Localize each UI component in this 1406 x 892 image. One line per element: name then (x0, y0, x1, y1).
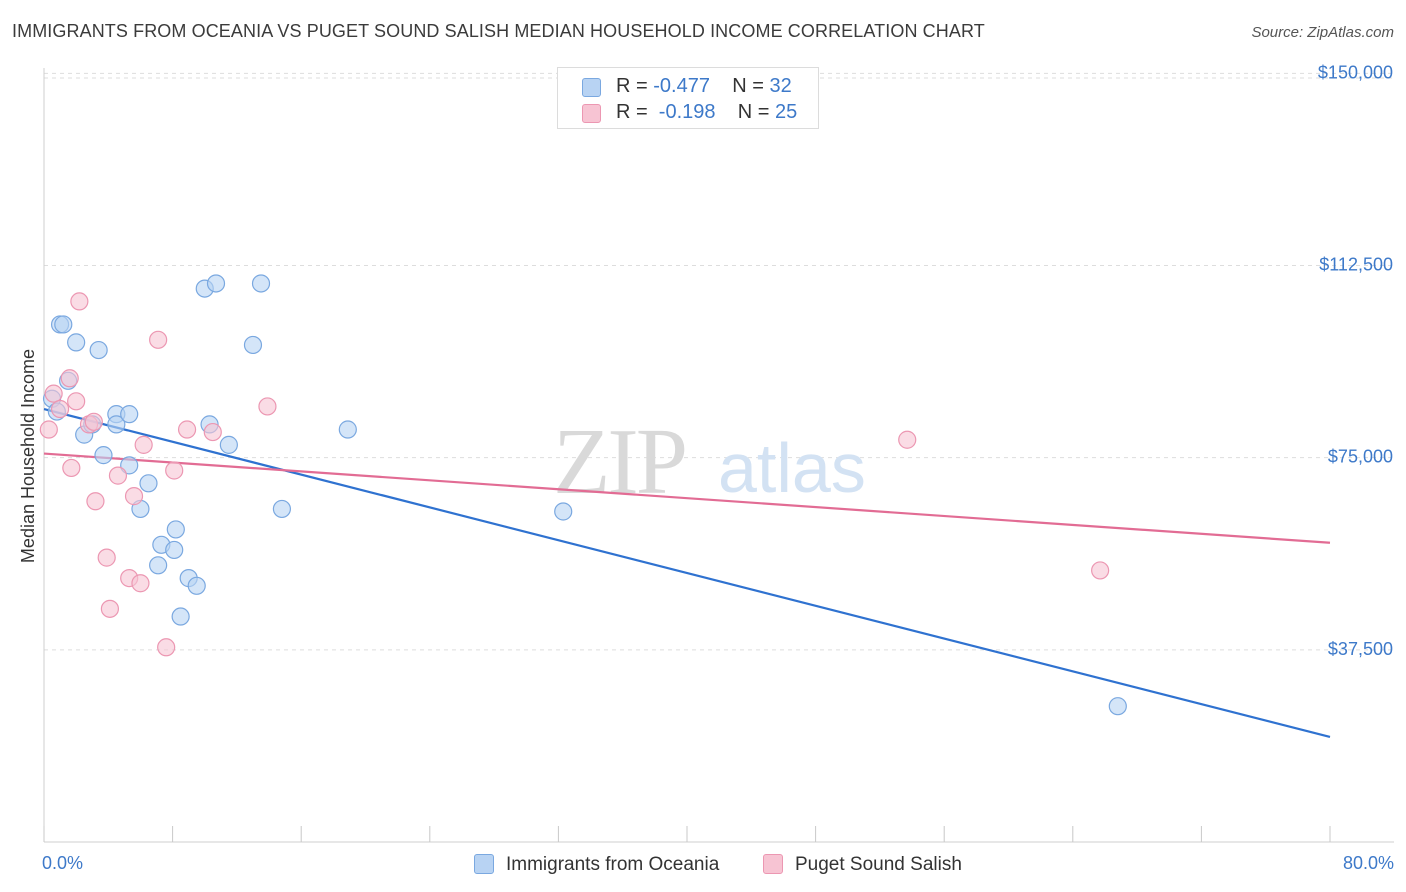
point-salish-3 (60, 369, 79, 388)
watermark-zip: ZIP (553, 410, 685, 514)
point-salish-24 (1091, 561, 1110, 580)
y-tick-label-1: $75,000 (1328, 447, 1393, 467)
point-salish-0 (39, 420, 58, 439)
legend-swatch-oceania (582, 78, 601, 97)
legend-label-oceania: Immigrants from Oceania (506, 854, 720, 875)
trend-line-salish (43, 452, 1331, 544)
r-value-salish: -0.198 (653, 101, 716, 123)
point-oceania-15 (139, 474, 158, 493)
correlation-legend: R = -0.477 N = 32 R = -0.198 N = 25 (557, 67, 819, 129)
point-oceania-29 (272, 499, 292, 519)
point-salish-2 (50, 399, 70, 419)
point-oceania-30 (338, 420, 357, 439)
point-salish-5 (67, 392, 86, 411)
point-oceania-9 (94, 446, 113, 465)
point-oceania-26 (219, 435, 238, 454)
point-salish-11 (100, 599, 120, 618)
legend-stats-oceania: R = -0.477 N = 32 (616, 75, 792, 97)
gridlines (44, 72, 1394, 651)
point-salish-17 (149, 330, 168, 349)
y-tick-labels: $37,500 $75,000 $112,500 $150,000 (1318, 62, 1393, 658)
r-value-oceania: -0.477 (653, 75, 710, 97)
point-oceania-31 (554, 502, 573, 521)
x-tick-label-0: 0.0% (42, 853, 83, 873)
point-salish-4 (62, 458, 81, 478)
data-points (39, 274, 1127, 716)
y-axis-label: Median Household Income (18, 349, 38, 563)
point-salish-21 (203, 422, 222, 442)
trend-lines (43, 407, 1331, 739)
point-salish-8 (84, 412, 103, 431)
y-tick-label-2: $112,500 (1319, 255, 1393, 275)
x-tick-labels: 0.0% 80.0% (42, 853, 1394, 873)
point-oceania-32 (1108, 697, 1127, 716)
point-oceania-12 (120, 405, 139, 424)
point-oceania-3 (54, 315, 73, 334)
point-salish-14 (124, 487, 144, 506)
legend-swatch-oceania-bottom (474, 854, 494, 874)
point-oceania-13 (120, 456, 139, 475)
legend-swatch-salish-bottom (763, 854, 783, 874)
point-oceania-8 (89, 340, 108, 360)
n-value-salish: 25 (775, 101, 798, 123)
point-salish-1 (44, 384, 63, 403)
series-legend: Immigrants from Oceania Puget Sound Sali… (0, 850, 1406, 880)
point-oceania-19 (166, 520, 185, 539)
point-oceania-28 (251, 274, 271, 293)
point-oceania-16 (149, 556, 168, 575)
trend-line-oceania (43, 407, 1331, 739)
point-salish-22 (258, 397, 277, 416)
point-salish-23 (898, 430, 917, 449)
point-salish-9 (86, 492, 105, 511)
y-tick-label-3: $150,000 (1318, 62, 1393, 82)
axes (43, 68, 1394, 843)
point-salish-15 (131, 574, 150, 593)
x-tick-label-1: 80.0% (1343, 853, 1394, 873)
n-value-oceania: 32 (769, 75, 792, 97)
legend-swatch-salish (582, 104, 601, 123)
watermark: ZIP atlas (553, 410, 866, 514)
point-salish-12 (108, 466, 128, 485)
point-salish-19 (165, 461, 184, 480)
watermark-atlas: atlas (718, 429, 866, 507)
point-salish-20 (177, 420, 197, 439)
legend-stats-salish: R = -0.198 N = 25 (616, 101, 798, 123)
point-oceania-18 (165, 540, 184, 560)
point-oceania-24 (206, 274, 226, 293)
source-label: Source: ZipAtlas.com (1251, 24, 1394, 41)
y-tick-label-0: $37,500 (1328, 639, 1393, 659)
point-oceania-5 (67, 333, 86, 352)
point-salish-6 (70, 292, 89, 311)
point-oceania-22 (187, 576, 206, 595)
point-oceania-20 (171, 607, 190, 626)
legend-label-salish: Puget Sound Salish (795, 854, 962, 875)
point-oceania-27 (243, 335, 263, 355)
point-salish-10 (97, 548, 116, 567)
point-salish-16 (134, 435, 153, 454)
point-oceania-11 (107, 415, 126, 434)
chart-title: IMMIGRANTS FROM OCEANIA VS PUGET SOUND S… (12, 21, 985, 41)
point-salish-18 (157, 638, 176, 657)
